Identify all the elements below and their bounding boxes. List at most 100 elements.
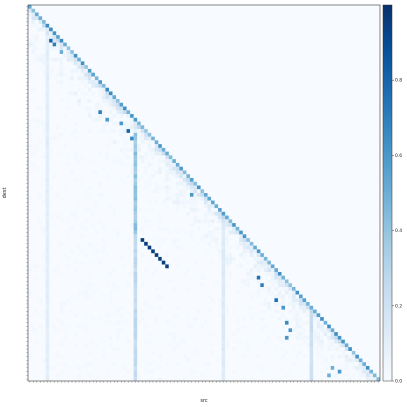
heatmap-cell — [267, 279, 271, 284]
colorbar-tick-label: 0.6 — [395, 153, 402, 159]
heatmap-cell — [249, 317, 254, 321]
heatmap-cell — [56, 57, 60, 62]
heatmap-cell — [45, 72, 50, 77]
heatmap-cell — [172, 170, 176, 175]
heatmap-cell — [119, 328, 124, 333]
heatmap-cell — [225, 238, 229, 242]
heatmap-cell — [309, 373, 314, 378]
heatmap-cell — [45, 328, 50, 333]
heatmap-cell — [45, 170, 50, 175]
heatmap-cell — [154, 241, 159, 246]
heatmap-cell — [260, 253, 264, 257]
heatmap-cell — [56, 38, 60, 43]
heatmap-cell — [119, 162, 124, 167]
heatmap-cell — [133, 287, 138, 291]
heatmap-cell — [105, 102, 110, 107]
heatmap-cell — [189, 200, 194, 205]
heatmap-cell — [45, 76, 50, 81]
heatmap-cell — [144, 369, 148, 374]
heatmap-cell — [45, 125, 50, 130]
heatmap-cell — [63, 50, 67, 54]
heatmap-cell — [204, 211, 208, 216]
heatmap-cell — [133, 324, 138, 329]
heatmap-cell — [77, 68, 81, 73]
heatmap-cell — [63, 46, 67, 51]
heatmap-cell — [63, 324, 67, 329]
heatmap-cell — [59, 219, 64, 224]
heatmap-cell — [84, 196, 88, 201]
heatmap-cell — [154, 189, 159, 194]
heatmap-cell — [193, 208, 198, 212]
heatmap-cell — [140, 132, 145, 137]
heatmap-cell — [119, 129, 124, 133]
heatmap-cell — [49, 68, 53, 73]
heatmap-cell — [133, 200, 138, 205]
heatmap-cell — [172, 162, 176, 167]
heatmap-cell — [91, 72, 95, 77]
heatmap-cell — [158, 144, 162, 148]
heatmap-cell — [80, 61, 85, 66]
heatmap-cell — [45, 287, 50, 291]
heatmap-cell — [31, 324, 36, 329]
heatmap-cell — [175, 193, 180, 197]
heatmap-cell — [263, 268, 268, 273]
heatmap-cell — [45, 27, 50, 32]
heatmap-cell — [218, 298, 222, 303]
heatmap-cell — [147, 200, 152, 205]
heatmap-cell — [98, 110, 102, 115]
heatmap-cell — [256, 249, 261, 254]
heatmap-cell — [309, 350, 314, 355]
heatmap-cell — [309, 365, 314, 370]
heatmap-cell — [228, 256, 233, 261]
heatmap-cell — [225, 219, 229, 224]
heatmap-cell — [126, 271, 131, 276]
heatmap-cell — [147, 339, 152, 344]
heatmap-cell — [45, 65, 50, 69]
heatmap-cell — [235, 328, 240, 333]
heatmap-cell — [73, 260, 78, 265]
heatmap-cell — [70, 132, 74, 137]
heatmap-cell — [288, 283, 293, 288]
heatmap-cell — [42, 177, 46, 182]
heatmap-cell — [351, 362, 356, 367]
plot-frame — [27, 4, 381, 382]
heatmap-cell — [45, 87, 50, 92]
heatmap-cell — [168, 264, 173, 269]
heatmap-cell — [355, 365, 359, 370]
heatmap-cell — [211, 219, 215, 224]
heatmap-cell — [232, 309, 236, 314]
heatmap-cell — [316, 328, 321, 333]
heatmap-cell — [63, 302, 67, 306]
heatmap-cell — [249, 305, 254, 310]
heatmap-cell — [211, 200, 215, 205]
heatmap-cell — [193, 347, 198, 351]
heatmap-cell — [84, 80, 88, 85]
heatmap-cell — [31, 8, 36, 13]
heatmap-cell — [323, 328, 328, 333]
heatmap-cell — [45, 136, 50, 141]
heatmap-cell — [306, 320, 310, 325]
heatmap-cell — [123, 144, 127, 148]
heatmap-cell — [161, 177, 166, 182]
heatmap-cell — [200, 271, 205, 276]
heatmap-cell — [38, 16, 43, 21]
heatmap-cell — [182, 196, 187, 201]
heatmap-cell — [45, 117, 50, 122]
heatmap-cell — [182, 185, 187, 190]
heatmap-cell — [84, 226, 88, 231]
heatmap-cell — [221, 249, 226, 254]
heatmap-cell — [218, 305, 222, 310]
heatmap-cell — [193, 219, 198, 224]
heatmap-cell — [94, 204, 99, 209]
heatmap-cell — [38, 65, 43, 69]
heatmap-cell — [45, 177, 50, 182]
heatmap-cell — [189, 196, 194, 201]
heatmap-cell — [327, 339, 331, 344]
heatmap-cell — [35, 35, 39, 39]
heatmap-cell — [260, 328, 264, 333]
heatmap-cell — [327, 347, 331, 351]
heatmap-cell — [204, 204, 208, 209]
heatmap-cell — [182, 271, 187, 276]
heatmap-cell — [70, 249, 74, 254]
heatmap-cell — [288, 369, 293, 374]
